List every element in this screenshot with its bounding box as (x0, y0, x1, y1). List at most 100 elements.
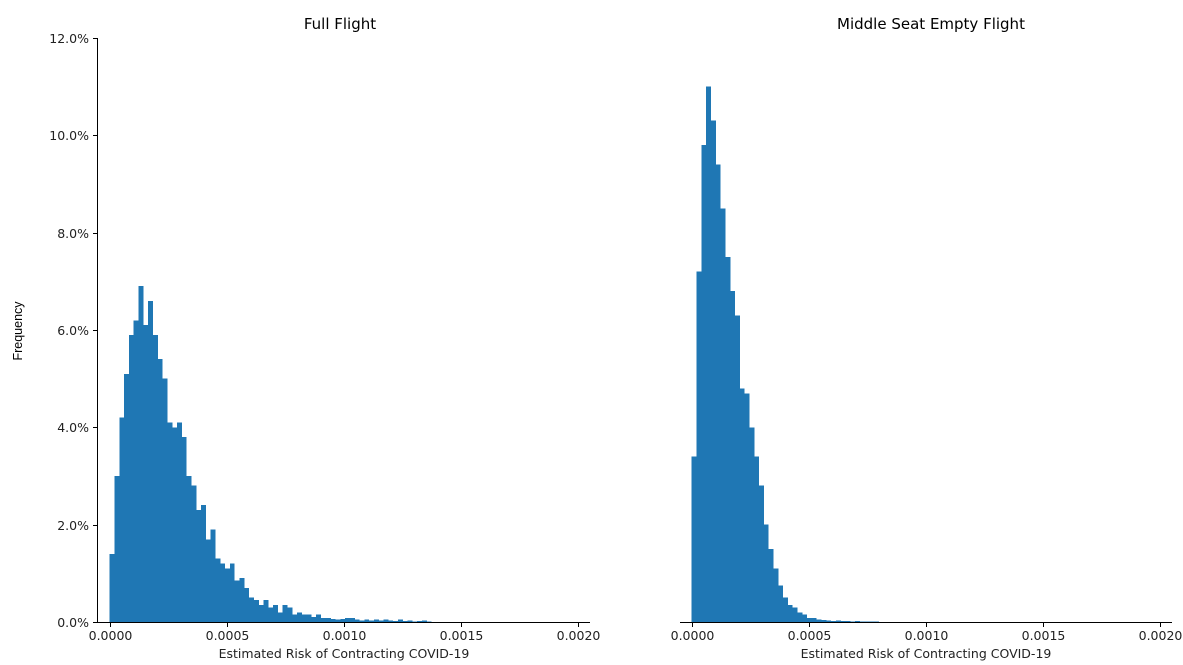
x-axis-label: Estimated Risk of Contracting COVID-19 (219, 646, 470, 661)
panel-title: Middle Seat Empty Flight (837, 15, 1025, 33)
histogram-bar (802, 614, 808, 622)
histogram-bar (253, 600, 259, 622)
histogram-bar (277, 612, 283, 622)
histogram-bar (835, 620, 841, 622)
histogram-bar (811, 618, 817, 622)
histogram-bar (186, 476, 192, 622)
histogram-bar (162, 378, 168, 622)
y-tick-label: 10.0% (49, 128, 89, 143)
histogram-bar (224, 568, 230, 622)
histogram-bar (321, 618, 326, 622)
histogram-bar (792, 607, 798, 622)
histogram-bar (778, 585, 784, 622)
x-tick-label: 0.0010 (323, 628, 367, 643)
histogram-bars (109, 286, 432, 622)
histogram-bar (109, 553, 115, 622)
histogram-bar (744, 393, 750, 622)
histogram-bar (758, 485, 764, 622)
x-tick-label: 0.0005 (206, 628, 250, 643)
histogram-bar (128, 334, 134, 622)
histogram-bar (840, 621, 846, 622)
panel-middle-seat-empty-flight: Middle Seat Empty Flight 0.0000 0.0005 0.00… (671, 15, 1183, 661)
histogram-bar (397, 619, 403, 622)
histogram-bar (330, 619, 336, 622)
histogram-bar (782, 597, 788, 622)
histogram-bar (345, 618, 351, 622)
histogram-bar (816, 619, 822, 622)
histogram-bar (210, 529, 216, 622)
histogram-bar (359, 620, 365, 622)
histogram-bar (369, 620, 375, 622)
histogram-bar (263, 600, 269, 622)
y-tick-label: 2.0% (57, 518, 89, 533)
histogram-bar (725, 257, 731, 622)
y-tick-label: 0.0% (57, 615, 89, 630)
histogram-bar (124, 373, 130, 622)
x-tick-label: 0.0000 (89, 628, 133, 643)
histogram-bar (297, 612, 302, 622)
histogram-bar (821, 620, 827, 622)
histogram-bar (205, 539, 211, 622)
panel-title: Full Flight (304, 15, 376, 33)
histogram-bar (826, 620, 832, 622)
histogram-bar (402, 621, 408, 622)
histogram-bar (749, 427, 755, 622)
histogram-bar (691, 456, 697, 622)
histogram-bars (691, 86, 889, 623)
histogram-bar (258, 604, 264, 622)
histogram-bar (316, 614, 322, 622)
histogram-bar (196, 510, 202, 622)
histogram-bar (845, 621, 851, 622)
histogram-bar (754, 456, 760, 622)
histogram-bar (421, 620, 427, 622)
panel-full-flight: Full Flight 0.0000 0.0005 0.0010 0.0015 0.002… (49, 15, 600, 661)
histogram-bar (710, 120, 716, 622)
histogram-bar (378, 620, 384, 622)
histogram-bar (373, 619, 379, 622)
histogram-bar (229, 563, 235, 622)
x-axis-label: Estimated Risk of Contracting COVID-19 (801, 646, 1052, 661)
histogram-bar (244, 587, 250, 622)
x-tick-label: 0.0005 (788, 628, 832, 643)
histogram-bar (349, 618, 355, 622)
histogram-bar (855, 621, 860, 622)
histogram-bar (797, 612, 803, 622)
histogram-bar (734, 315, 740, 622)
histogram-bar (220, 563, 226, 622)
histogram-bar (157, 359, 163, 622)
x-tick-label: 0.0015 (1022, 628, 1066, 643)
histogram-bar (715, 164, 721, 623)
histogram-bar (215, 558, 221, 622)
histogram-bar (119, 417, 125, 622)
histogram-bar (282, 604, 288, 622)
histogram-bar (239, 578, 245, 622)
histogram-bar (133, 320, 139, 622)
histogram-bar (720, 208, 726, 623)
y-tick-label: 12.0% (49, 31, 89, 46)
histogram-bar (768, 549, 774, 622)
histogram-bar (364, 619, 370, 622)
histogram-bar (340, 619, 346, 622)
histogram-bar (248, 597, 254, 622)
histogram-bar (388, 620, 394, 622)
histogram-bar (739, 388, 745, 622)
histogram-bar (806, 618, 812, 622)
histogram-bar (268, 607, 274, 622)
histogram-bar (354, 619, 360, 622)
histogram-bar (191, 485, 197, 622)
histogram-bar (200, 505, 206, 622)
histogram-bar (287, 607, 293, 622)
histogram-bar (234, 580, 240, 622)
y-tick-label: 4.0% (57, 420, 89, 435)
histogram-bar (311, 617, 317, 622)
histogram-bar (701, 145, 707, 623)
y-axis-label: Frequency (11, 301, 25, 361)
histogram-bar (167, 422, 173, 622)
histogram-bar (292, 614, 298, 622)
histogram-bar (763, 524, 769, 622)
histogram-bar (114, 476, 120, 622)
histogram-bar (417, 621, 423, 622)
histogram-bar (335, 619, 341, 622)
y-tick-label: 6.0% (57, 323, 89, 338)
